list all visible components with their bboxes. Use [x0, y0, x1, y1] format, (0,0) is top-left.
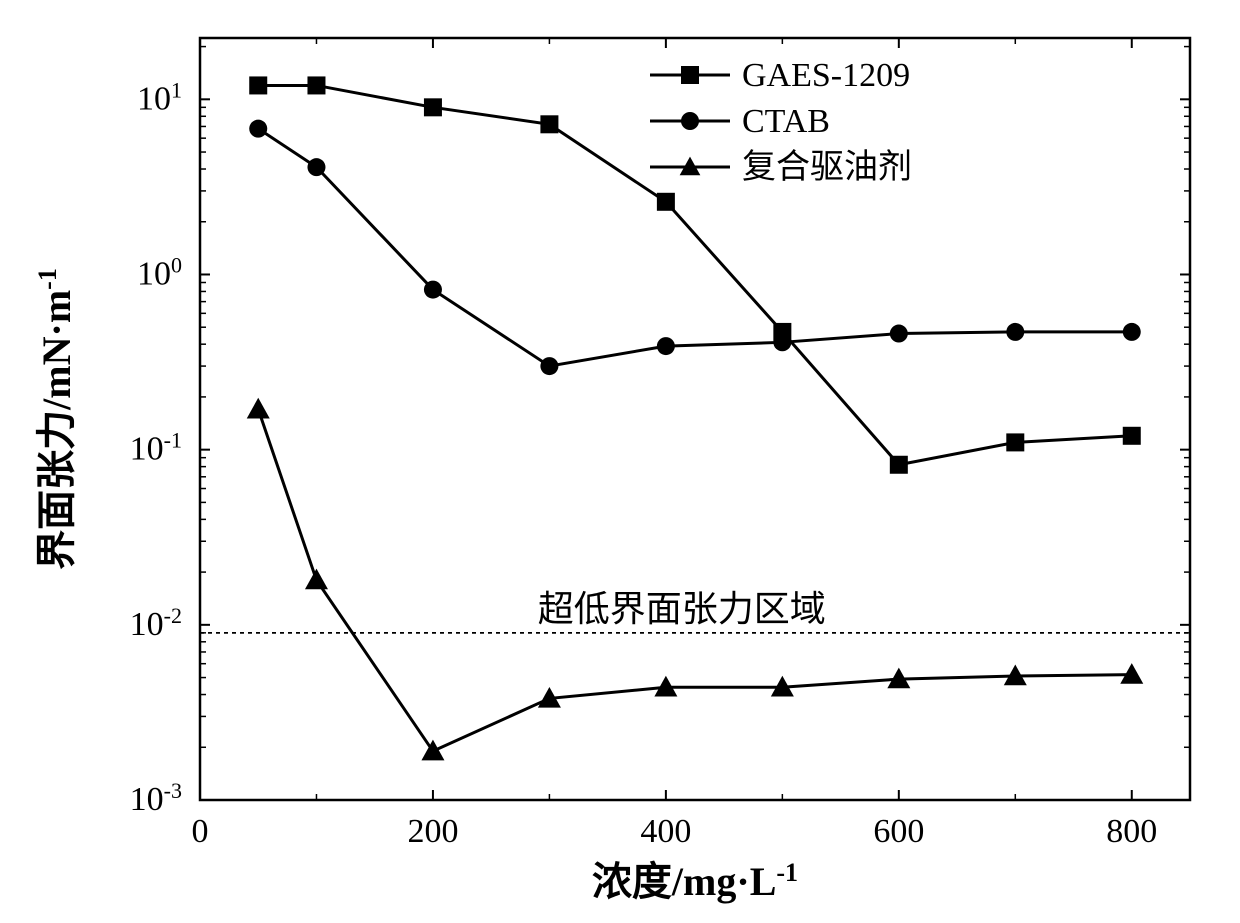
legend-item-2: 复合驱油剂: [742, 148, 912, 186]
svg-text:400: 400: [640, 813, 691, 850]
svg-text:10-2: 10-2: [130, 602, 182, 643]
chart-container: 0 200 400 600 800 10-3 10-2 10-1 100 101 浓度/mg·L-1…: [0, 0, 1240, 923]
series-GAES-1209: [249, 76, 1141, 473]
legend-item-0: GAES-1209: [742, 57, 910, 94]
svg-text:10-1: 10-1: [130, 427, 182, 468]
x-axis-title: 浓度/mg·L-1: [592, 858, 798, 905]
svg-text:100: 100: [137, 252, 182, 293]
svg-text:600: 600: [873, 813, 924, 850]
y-axis-title: 界面张力/mN·m-1: [33, 268, 80, 570]
threshold-label: 超低界面张力区域: [538, 589, 826, 629]
svg-text:200: 200: [407, 813, 458, 850]
chart-svg: 0 200 400 600 800 10-3 10-2 10-1 100 101 浓度/mg·L-1…: [0, 0, 1240, 923]
svg-text:800: 800: [1106, 813, 1157, 850]
svg-text:0: 0: [192, 813, 209, 850]
svg-text:101: 101: [137, 77, 182, 118]
series-复合驱油剂: [247, 398, 1144, 761]
series-CTAB: [249, 120, 1141, 375]
svg-text:10-3: 10-3: [130, 778, 182, 819]
legend-item-1: CTAB: [742, 103, 830, 140]
legend: GAES-1209 CTAB 复合驱油剂: [650, 57, 912, 186]
